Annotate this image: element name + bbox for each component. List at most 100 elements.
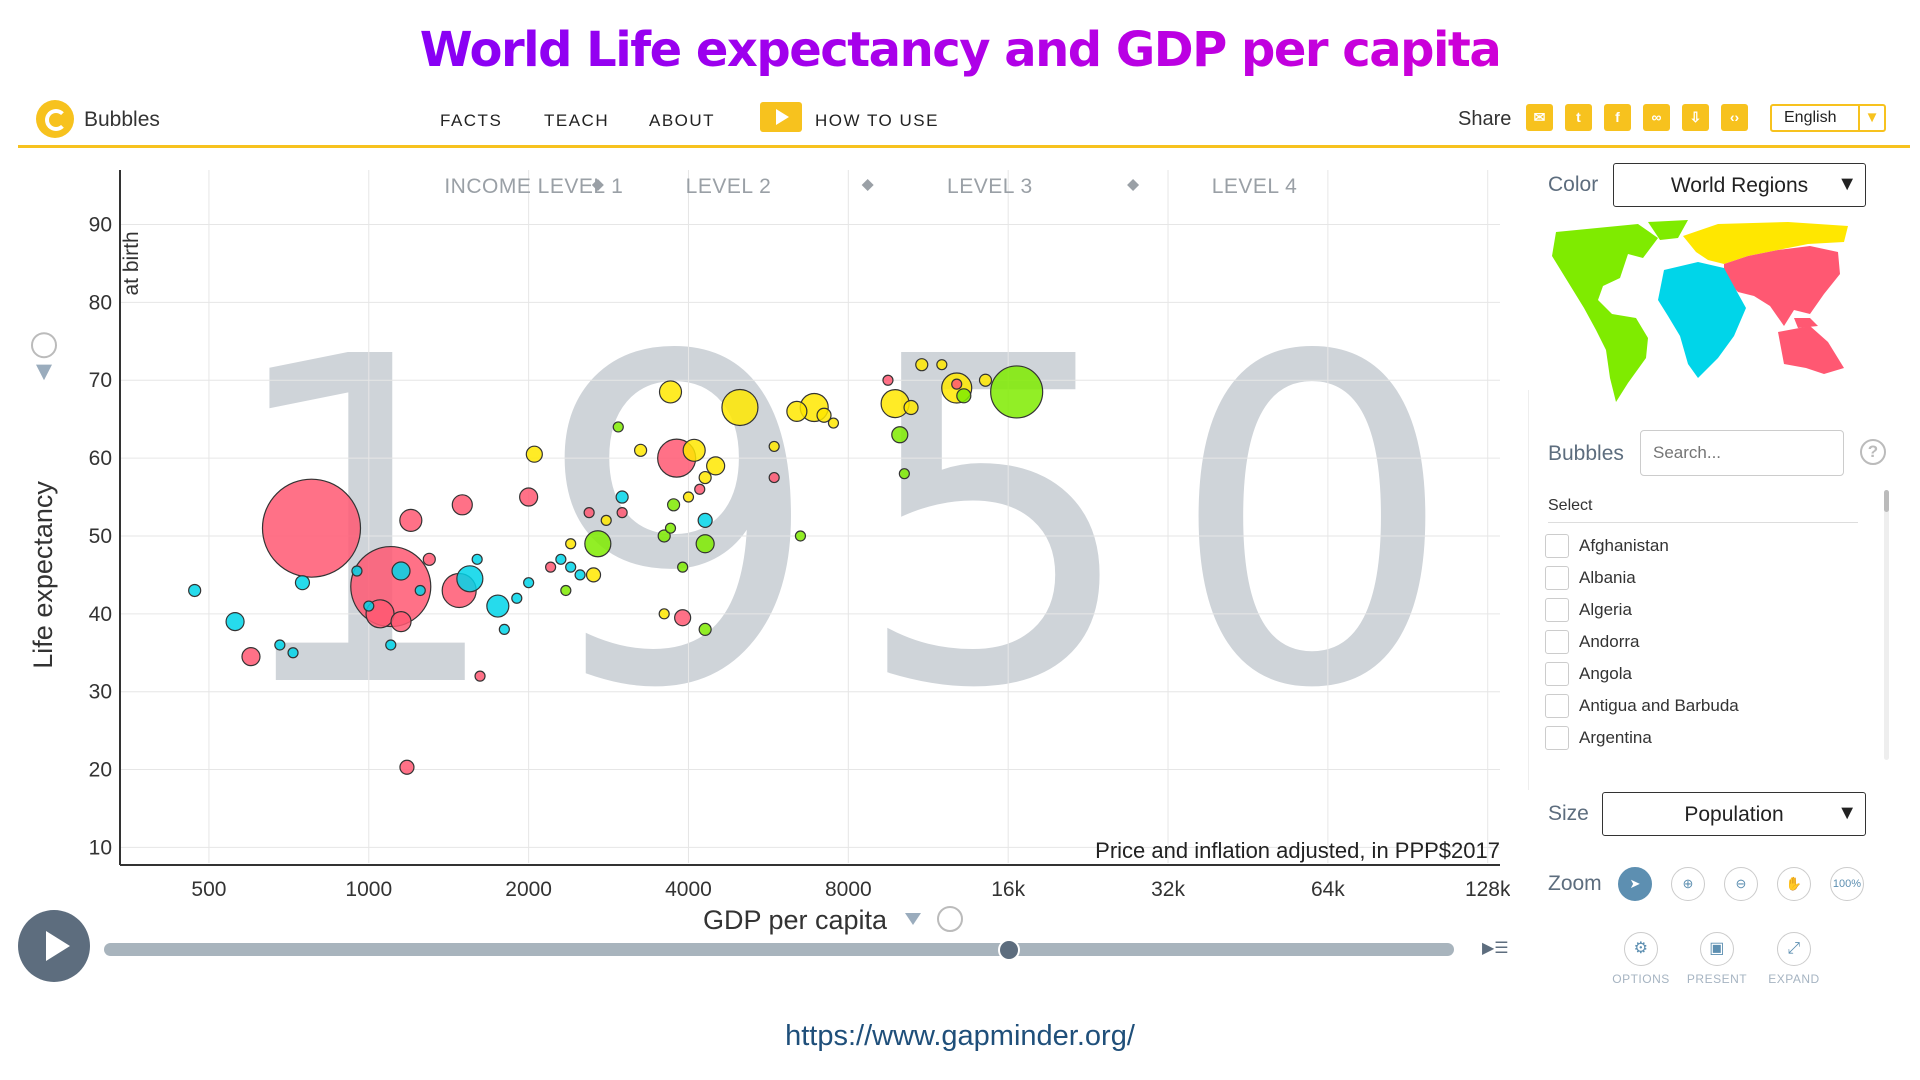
checkbox[interactable] [1545,598,1569,622]
chart-grid [120,170,1500,863]
timeline-end-icon[interactable]: ▶☰ [1482,940,1509,957]
twitter-icon[interactable]: t [1565,104,1592,131]
x-axis-title: GDP per capita [703,905,888,935]
bubbles-logo-icon[interactable] [36,100,74,138]
bubble-asia [474,670,486,682]
link-icon[interactable]: ∞ [1643,104,1670,131]
bubble-europe [827,417,840,429]
size-select-value: Population [1684,803,1784,826]
y-tick-label: 40 [89,603,112,626]
x-tick-label: 1000 [345,878,392,901]
options-button[interactable]: ⚙ OPTIONS [1601,932,1681,986]
code-icon[interactable]: ‹› [1721,104,1748,131]
bubble-europe [721,388,759,427]
bubble-europe [565,538,577,550]
how-to-use-play-icon[interactable] [760,102,802,132]
bubble-asia [583,507,595,519]
bubble-asia [694,483,706,495]
bubble-asia [768,471,780,484]
list-scrollbar[interactable] [1884,490,1889,760]
bubble-asia [674,609,692,627]
expand-icon: ⤢ [1777,932,1811,966]
level-boundary-marker [861,179,874,191]
country-list[interactable]: Afghanistan Albania Algeria Andorra Ango… [1545,530,1855,760]
timeline-slider-thumb[interactable] [997,939,1020,961]
source-url[interactable]: https://www.gapminder.org/ [785,1020,1135,1052]
list-item[interactable]: Andorra [1545,626,1855,658]
play-button[interactable] [18,910,90,982]
hand-pan-icon[interactable]: ✋ [1777,867,1811,901]
expand-button[interactable]: ⤢ EXPAND [1754,932,1834,986]
list-item[interactable]: Algeria [1545,594,1855,626]
world-regions-map[interactable] [1548,218,1858,408]
zoom-label: Zoom [1548,872,1602,895]
bubbles-search-input[interactable] [1640,430,1844,476]
bubble-europe [682,438,706,462]
nav-teach[interactable]: TEACH [544,111,610,130]
y-tick-label: 30 [89,681,112,704]
list-item[interactable]: Antigua and Barbuda [1545,690,1855,722]
zoom-100-button[interactable]: 100% [1830,867,1864,901]
brand-name[interactable]: Bubbles [84,108,160,131]
help-icon[interactable]: ? [1860,439,1886,465]
bubble-europe [658,380,683,404]
list-item[interactable]: Albania [1545,562,1855,594]
income-level-label: INCOME LEVEL 1 [444,175,623,198]
zoom-in-icon[interactable]: ⊕ [1671,867,1705,901]
download-icon[interactable]: ⇩ [1682,104,1709,131]
bubble-europe [936,359,948,371]
select-label: Select [1548,497,1593,514]
list-item[interactable]: Angola [1545,658,1855,690]
presentation-icon: ▣ [1700,932,1734,966]
list-item[interactable]: Argentina [1545,722,1855,754]
bubble-americas [560,584,572,597]
cursor-arrow-icon[interactable]: ➤ [1618,867,1652,901]
map-islands [1794,318,1818,328]
bubble-europe [786,400,808,422]
list-item[interactable]: Afghanistan [1545,530,1855,562]
checkbox[interactable] [1545,662,1569,686]
size-select[interactable]: Population ▼ [1602,792,1866,836]
checkbox[interactable] [1545,566,1569,590]
y-tick-label: 90 [89,214,112,237]
nav-how-to-use[interactable]: HOW TO USE [815,111,939,130]
chart-note: Price and inflation adjusted, in PPP$201… [1095,838,1500,863]
bubble-asia [399,508,423,532]
checkbox[interactable] [1545,630,1569,654]
bubble-asia [241,647,261,667]
checkbox[interactable] [1545,534,1569,558]
color-label: Color [1548,173,1599,196]
bubble-americas [657,529,671,543]
bubble-africa [363,600,375,612]
y-axis-subtitle: at birth [120,231,143,295]
bubble-africa [511,592,523,604]
bubble-africa [351,565,363,577]
bubble-asia [261,478,362,578]
facebook-icon[interactable]: f [1604,104,1631,131]
map-asia [1724,246,1840,326]
bubble-africa [565,561,577,573]
level-boundary-marker [591,179,604,191]
bubble-asia [519,487,539,507]
nav-about[interactable]: ABOUT [649,111,716,130]
bubble-chart[interactable]: INCOME LEVEL 1 LEVEL 2 LEVEL 3 LEVEL 4 10 20… [0,160,1510,940]
mail-icon[interactable]: ✉ [1526,104,1553,131]
bubble-americas [584,530,612,558]
nav-facts[interactable]: FACTS [440,111,503,130]
language-select[interactable]: English ▼ [1770,104,1886,132]
list-scrollbar-thumb[interactable] [1884,490,1889,512]
zoom-out-icon[interactable]: ⊖ [1724,867,1758,901]
checkbox[interactable] [1545,694,1569,718]
bubble-europe [706,456,726,476]
bubble-asia [390,611,412,633]
y-tick-label: 20 [89,759,112,782]
bubble-americas [695,534,715,554]
present-button[interactable]: ▣ PRESENT [1677,932,1757,986]
checkbox[interactable] [1545,726,1569,750]
language-value: English [1784,109,1837,126]
share-label: Share [1458,108,1512,130]
bubbles-layer [188,358,1044,775]
color-select[interactable]: World Regions ▼ [1613,163,1866,207]
timeline-slider[interactable] [104,943,1454,956]
bubble-europe [585,567,602,583]
